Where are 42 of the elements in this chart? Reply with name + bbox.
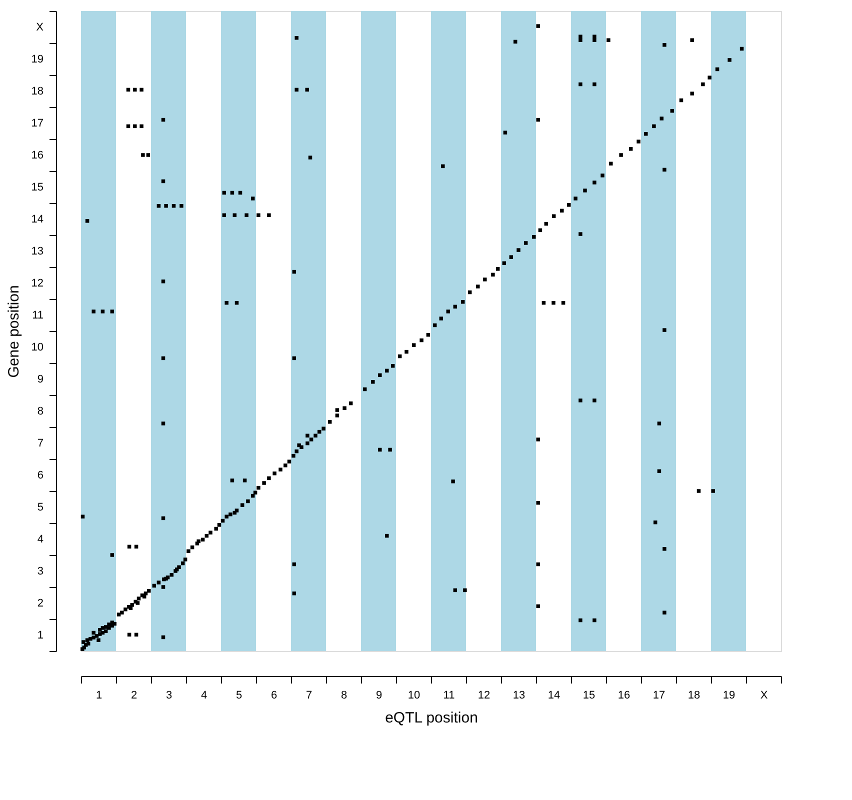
y-tick-label: 16	[31, 150, 44, 162]
y-tick-label: 3	[37, 566, 44, 578]
x-axis-title: eQTL position	[385, 710, 478, 726]
y-tick-label: 18	[31, 86, 44, 98]
x-tick-label: 7	[306, 690, 312, 702]
y-tick-label: 9	[37, 374, 44, 386]
x-tick-label: 6	[270, 690, 278, 702]
y-tick-label: 11	[32, 310, 44, 322]
x-tick-label: 11	[443, 690, 455, 702]
y-tick-label: 1	[37, 630, 44, 642]
y-tick-label: 17	[31, 118, 44, 130]
y-tick-label: 5	[37, 502, 44, 514]
x-tick-label: 12	[478, 690, 490, 702]
y-tick-label: 12	[31, 278, 44, 290]
x-tick-label: 3	[166, 690, 172, 702]
x-tick-label: 16	[618, 690, 630, 702]
x-tick-label: 13	[512, 690, 526, 702]
y-tick-label: 2	[37, 598, 44, 610]
y-tick-label: 7	[37, 438, 44, 450]
y-tick-label: 13	[31, 246, 44, 258]
y-tick-label: 6	[37, 470, 44, 482]
x-tick-label: 14	[548, 690, 560, 702]
y-tick-label: 15	[31, 182, 44, 194]
y-tick-label: 14	[31, 214, 44, 226]
x-tick-label: 4	[200, 690, 208, 702]
y-tick-label: 19	[31, 54, 44, 66]
x-tick-label: 9	[376, 690, 382, 702]
y-tick-label: 4	[37, 534, 44, 546]
x-tick-label: 18	[688, 690, 700, 702]
y-tick-label: X	[36, 22, 44, 34]
y-tick-label: 8	[37, 406, 44, 418]
x-tick-label: 5	[236, 690, 242, 702]
x-tick-label: X	[760, 690, 768, 702]
x-tick-label: 17	[652, 690, 666, 702]
x-tick-label: 10	[408, 690, 420, 702]
x-tick-label: 8	[340, 690, 348, 702]
x-tick-label: 2	[130, 690, 138, 702]
x-tick-label: 19	[722, 690, 736, 702]
y-tick-label: 10	[31, 342, 44, 354]
x-tick-label: 1	[96, 690, 102, 702]
y-axis-title: Gene position	[5, 285, 22, 378]
x-tick-label: 15	[582, 690, 596, 702]
